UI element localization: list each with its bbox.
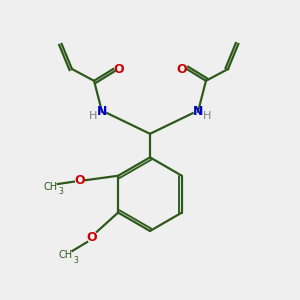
- Text: 3: 3: [59, 188, 64, 196]
- Text: CH: CH: [58, 250, 72, 260]
- Text: CH: CH: [43, 182, 58, 192]
- Text: N: N: [97, 105, 107, 118]
- Text: H: H: [88, 111, 97, 121]
- Text: O: O: [176, 62, 187, 76]
- Text: H: H: [203, 111, 212, 121]
- Text: O: O: [86, 231, 97, 244]
- Text: O: O: [113, 62, 124, 76]
- Text: 3: 3: [74, 256, 79, 265]
- Text: O: O: [74, 174, 85, 187]
- Text: N: N: [193, 105, 203, 118]
